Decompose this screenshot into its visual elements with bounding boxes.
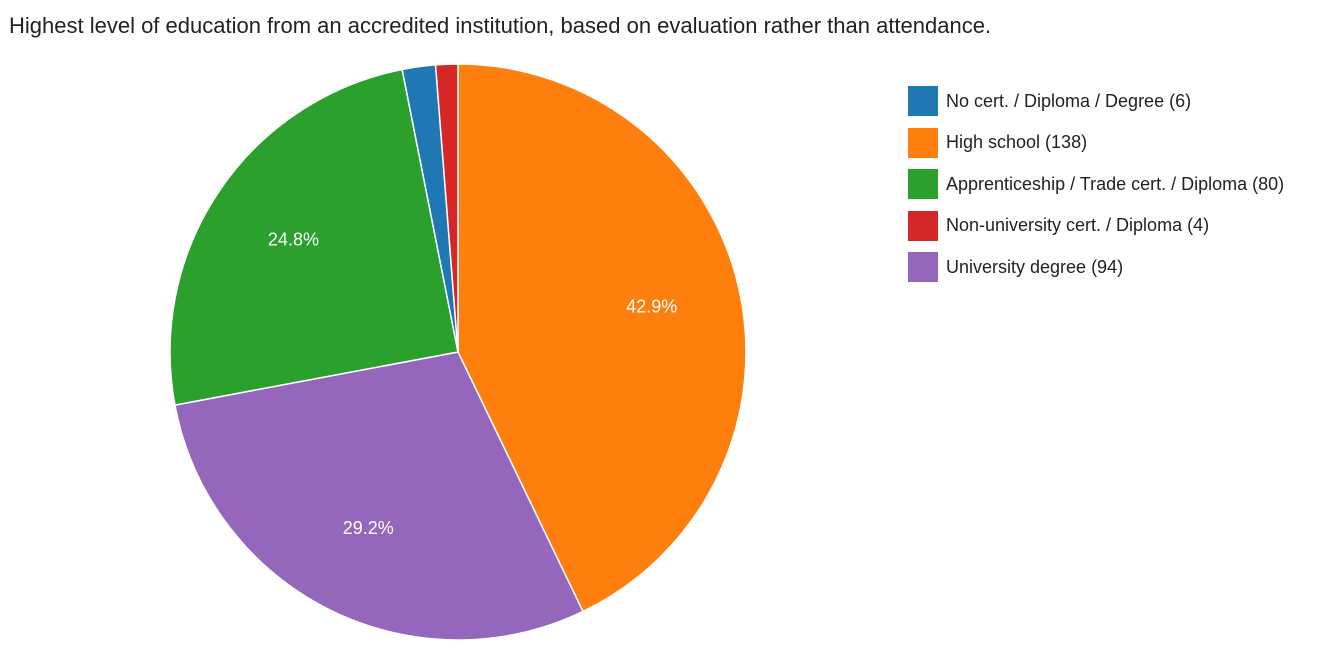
legend-item-apprenticeship[interactable]: Apprenticeship / Trade cert. / Diploma (… xyxy=(908,169,1284,199)
legend-swatch xyxy=(908,169,938,199)
slice-percent-label: 29.2% xyxy=(343,518,394,538)
legend-label: No cert. / Diploma / Degree (6) xyxy=(946,90,1192,111)
pie-chart: 42.9% 29.2% 24.8% xyxy=(169,63,747,641)
pie-slice-university-degree-94[interactable] xyxy=(174,351,584,641)
legend-swatch xyxy=(908,252,938,282)
legend-label: Non-university cert. / Diploma (4) xyxy=(946,215,1210,235)
pie-slice-high-school-138[interactable] xyxy=(457,63,747,613)
pie-slice-labels: 42.9% 29.2% 24.8% xyxy=(268,229,677,538)
slice-percent-label: 24.8% xyxy=(268,229,319,249)
legend-item-no-cert[interactable]: No cert. / Diploma / Degree (6) xyxy=(908,86,1284,116)
pie-slices xyxy=(169,63,747,641)
legend-item-non-university[interactable]: Non-university cert. / Diploma (4) xyxy=(908,210,1284,241)
legend-swatch xyxy=(908,127,938,158)
legend-label: University degree (94) xyxy=(946,256,1124,277)
slice-percent-label: 42.9% xyxy=(626,297,677,317)
pie-slice-non-university-cert-diploma-4[interactable] xyxy=(434,63,459,353)
legend-label: High school (138) xyxy=(946,132,1088,152)
legend-label: Apprenticeship / Trade cert. / Diploma (… xyxy=(946,173,1285,194)
chart-title: Highest level of education from an accre… xyxy=(9,13,992,38)
legend: No cert. / Diploma / Degree (6) High sch… xyxy=(908,86,1284,294)
legend-swatch xyxy=(908,210,938,241)
legend-item-university[interactable]: University degree (94) xyxy=(908,252,1284,282)
legend-swatch xyxy=(908,86,938,116)
pie-slice-apprenticeship-trade-cert-diploma-80[interactable] xyxy=(169,68,459,406)
legend-item-high-school[interactable]: High school (138) xyxy=(908,127,1284,158)
